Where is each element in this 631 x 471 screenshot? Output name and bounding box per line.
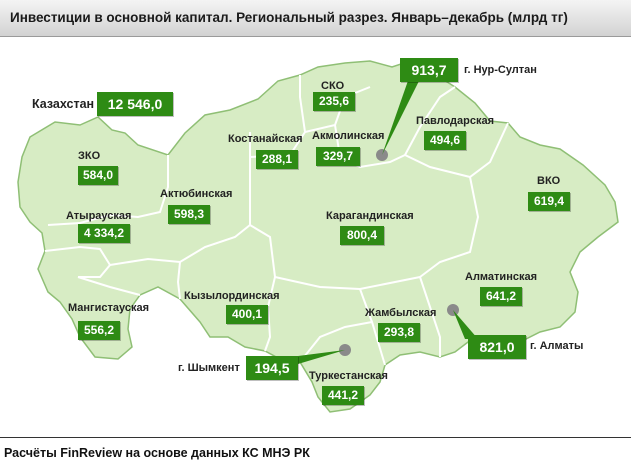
akmola-value: 329,7 [316, 147, 360, 166]
karaganda-label: Карагандинская [326, 210, 414, 222]
kostanay-value: 288,1 [256, 150, 298, 169]
page-title: Инвестиции в основной капитал. Региональ… [10, 10, 568, 25]
vko-label: ВКО [537, 175, 561, 187]
kazakhstan-map [17, 60, 619, 413]
nur-sultan-value: 913,7 [400, 58, 458, 82]
mangystau-label: Мангистауская [68, 302, 150, 314]
pavlodar-value: 494,6 [424, 131, 466, 150]
mangystau-value: 556,2 [78, 321, 120, 340]
kyzylorda-value: 400,1 [226, 305, 268, 324]
aktobe-label: Актюбинская [160, 188, 233, 200]
sko-label: СКО [321, 80, 345, 92]
kostanay-label: Костанайская [228, 133, 303, 145]
aktobe-value: 598,3 [168, 205, 210, 224]
almaty-region-value: 641,2 [480, 287, 522, 306]
turkestan-value: 441,2 [322, 386, 364, 405]
karaganda-value: 800,4 [340, 226, 384, 245]
kazakhstan-value: 12 546,0 [97, 92, 173, 116]
almaty-label: г. Алматы [530, 340, 584, 352]
source-note: Расчёты FinReview на основе данных КС МН… [4, 446, 310, 460]
nur-sultan-label: г. Нур-Султан [464, 64, 537, 76]
zko-label: ЗКО [78, 150, 101, 162]
shymkent-value: 194,5 [246, 356, 298, 380]
vko-value: 619,4 [528, 192, 570, 211]
footer-divider [0, 437, 631, 438]
region-borders [44, 75, 509, 366]
kazakhstan-label: Казахстан [32, 97, 95, 111]
shymkent-leader [298, 350, 345, 364]
akmola-label: Акмолинская [312, 130, 385, 142]
zhambyl-label: Жамбылская [365, 307, 437, 319]
almaty-leader [453, 310, 478, 339]
title-bar: Инвестиции в основной капитал. Региональ… [0, 0, 631, 37]
zhambyl-value: 293,8 [378, 323, 420, 342]
nur-sultan-leader [382, 75, 422, 155]
pavlodar-label: Павлодарская [416, 115, 495, 127]
shymkent-label: г. Шымкент [178, 362, 240, 374]
atyrau-label: Атырауская [66, 210, 132, 222]
almaty-region-label: Алматинская [465, 271, 537, 283]
zko-value: 584,0 [78, 166, 118, 185]
atyrau-value: 4 334,2 [78, 224, 130, 243]
kyzylorda-label: Кызылординская [184, 290, 280, 302]
turkestan-label: Туркестанская [309, 370, 388, 382]
sko-value: 235,6 [313, 92, 355, 111]
almaty-value: 821,0 [468, 335, 526, 359]
